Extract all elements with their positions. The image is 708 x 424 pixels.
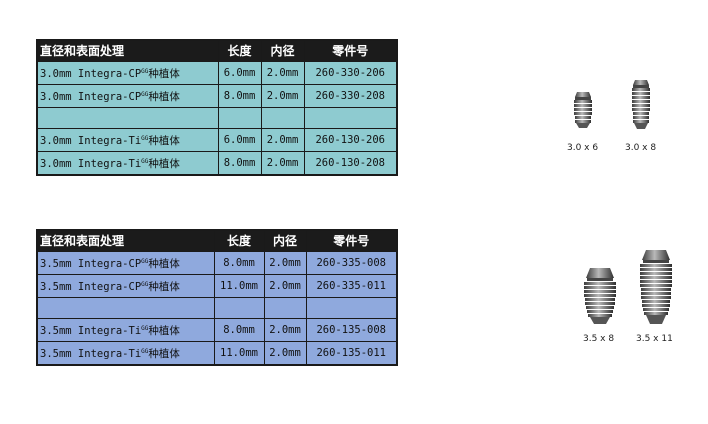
header-part-number: 零件号 [305, 229, 398, 252]
table-header-row: 直径和表面处理 长度 内径 零件号 [36, 39, 398, 62]
implant-spec-table-3mm: 直径和表面处理 长度 内径 零件号 3.0mm Integra-CPGG种植体 … [36, 39, 398, 176]
table-row: 3.5mm Integra-CPGG种植体 11.0mm 2.0mm 260-3… [36, 274, 398, 298]
table-row: 3.5mm Integra-CPGG种植体 8.0mm 2.0mm 260-33… [36, 251, 398, 275]
header-diameter-surface: 直径和表面处理 [36, 229, 215, 252]
length-cell [213, 297, 265, 319]
part-cell [305, 297, 398, 319]
inner-cell: 2.0mm [260, 151, 305, 176]
length-cell: 6.0mm [217, 61, 262, 85]
part-cell: 260-335-008 [305, 251, 398, 275]
part-cell: 260-135-008 [305, 318, 398, 342]
part-cell: 260-330-208 [303, 84, 398, 108]
product-cell [36, 297, 215, 319]
table-row: 3.0mm Integra-TiGG种植体 8.0mm 2.0mm 260-13… [36, 151, 398, 176]
table-row-empty [36, 107, 398, 129]
implant-label: 3.5 x 8 [583, 334, 615, 344]
inner-cell: 2.0mm [263, 274, 307, 298]
product-cell: 3.5mm Integra-CPGG种植体 [36, 274, 215, 298]
implant-spec-table-3-5mm: 直径和表面处理 长度 内径 零件号 3.5mm Integra-CPGG种植体 … [36, 229, 398, 366]
inner-cell [263, 297, 307, 319]
implant-label: 3.0 x 6 [567, 143, 599, 153]
length-cell: 8.0mm [213, 318, 265, 342]
table-header-row: 直径和表面处理 长度 内径 零件号 [36, 229, 398, 252]
header-length: 长度 [213, 229, 265, 252]
table-row: 3.0mm Integra-CPGG种植体 6.0mm 2.0mm 260-33… [36, 61, 398, 85]
length-cell: 8.0mm [213, 251, 265, 275]
table-row-empty [36, 297, 398, 319]
implant-label: 3.0 x 8 [625, 143, 657, 153]
inner-cell: 2.0mm [260, 84, 305, 108]
implant-label: 3.5 x 11 [636, 334, 673, 344]
inner-cell: 2.0mm [260, 128, 305, 152]
header-length: 长度 [217, 39, 262, 62]
part-cell: 260-130-208 [303, 151, 398, 176]
length-cell: 8.0mm [217, 84, 262, 108]
product-cell: 3.0mm Integra-TiGG种植体 [36, 151, 219, 176]
inner-cell: 2.0mm [260, 61, 305, 85]
part-cell: 260-335-011 [305, 274, 398, 298]
implant-3-0x6-image [574, 92, 592, 128]
length-cell: 6.0mm [217, 128, 262, 152]
length-cell: 11.0mm [213, 274, 265, 298]
product-cell: 3.0mm Integra-CPGG种植体 [36, 84, 219, 108]
table-row: 3.0mm Integra-TiGG种植体 6.0mm 2.0mm 260-13… [36, 128, 398, 152]
header-inner-diameter: 内径 [260, 39, 305, 62]
product-cell: 3.5mm Integra-CPGG种植体 [36, 251, 215, 275]
header-diameter-surface: 直径和表面处理 [36, 39, 219, 62]
part-cell: 260-130-206 [303, 128, 398, 152]
product-cell: 3.0mm Integra-TiGG种植体 [36, 128, 219, 152]
header-part-number: 零件号 [303, 39, 398, 62]
part-cell: 260-135-011 [305, 341, 398, 366]
implant-3-5x11-image [640, 250, 672, 324]
part-cell: 260-330-206 [303, 61, 398, 85]
product-cell: 3.5mm Integra-TiGG种植体 [36, 341, 215, 366]
table-row: 3.0mm Integra-CPGG种植体 8.0mm 2.0mm 260-33… [36, 84, 398, 108]
implant-3-0x8-image [632, 80, 650, 129]
implant-3-5x8-image [584, 268, 616, 324]
table-row: 3.5mm Integra-TiGG种植体 8.0mm 2.0mm 260-13… [36, 318, 398, 342]
part-cell [303, 107, 398, 129]
length-cell [217, 107, 262, 129]
inner-cell: 2.0mm [263, 318, 307, 342]
table-row: 3.5mm Integra-TiGG种植体 11.0mm 2.0mm 260-1… [36, 341, 398, 366]
inner-cell: 2.0mm [263, 341, 307, 366]
product-cell: 3.0mm Integra-CPGG种植体 [36, 61, 219, 85]
inner-cell [260, 107, 305, 129]
header-inner-diameter: 内径 [263, 229, 307, 252]
length-cell: 11.0mm [213, 341, 265, 366]
product-cell: 3.5mm Integra-TiGG种植体 [36, 318, 215, 342]
length-cell: 8.0mm [217, 151, 262, 176]
inner-cell: 2.0mm [263, 251, 307, 275]
product-cell [36, 107, 219, 129]
